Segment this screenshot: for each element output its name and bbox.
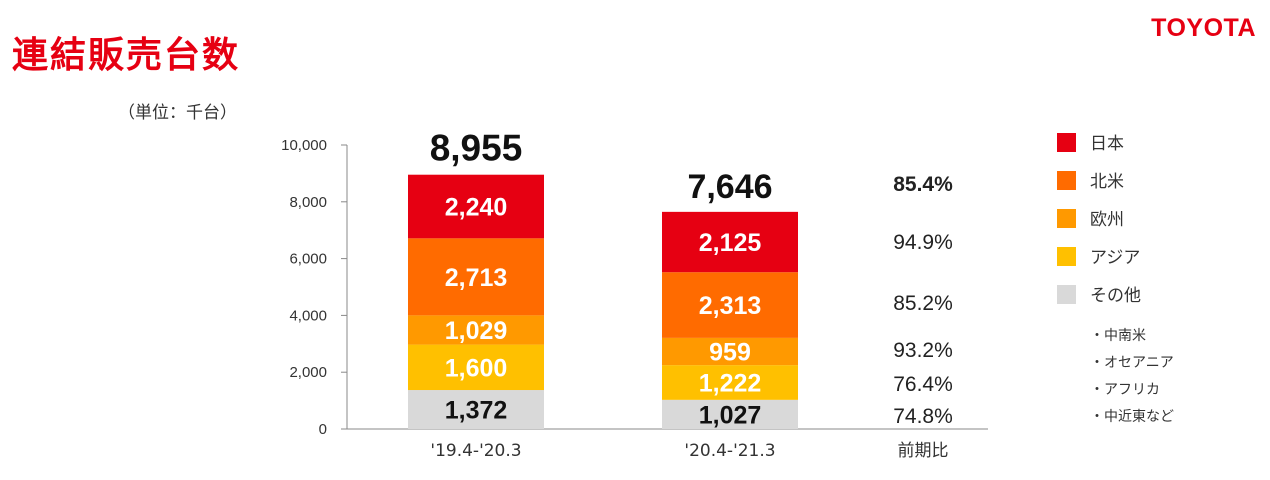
ratio-value: 94.9% — [893, 231, 953, 254]
bar-segment — [408, 174, 544, 239]
toyota-logo: TOYOTA — [1151, 14, 1256, 42]
ratio-value: 93.2% — [893, 339, 953, 362]
segment-value-label: 2,125 — [699, 229, 762, 257]
y-tick-label: 10,000 — [281, 137, 327, 154]
segment-value-label: 1,029 — [445, 317, 508, 345]
bar-segment — [662, 272, 798, 338]
legend-swatch — [1057, 171, 1076, 190]
ratio-value: 76.4% — [893, 373, 953, 396]
bar-segment — [662, 211, 798, 273]
legend-swatch — [1057, 133, 1076, 152]
segment-value-label: 1,372 — [445, 397, 508, 425]
bar-segment — [408, 390, 544, 429]
segment-value-label: 1,600 — [445, 354, 508, 382]
segment-value-label: 959 — [709, 339, 751, 367]
ratio-total: 85.4% — [893, 173, 953, 196]
total-value-label: 8,955 — [430, 128, 523, 169]
legend-label: 北米 — [1090, 172, 1124, 192]
y-tick-label: 8,000 — [289, 194, 327, 211]
ratio-header: 前期比 — [898, 441, 949, 461]
total-value-label: 7,646 — [687, 168, 772, 206]
legend-label: 日本 — [1090, 134, 1124, 154]
x-category-label: '19.4-'20.3 — [430, 441, 521, 461]
legend-swatch — [1057, 285, 1076, 304]
legend-label: 欧州 — [1090, 210, 1124, 230]
bar-segment — [408, 238, 544, 316]
legend-swatch — [1057, 209, 1076, 228]
ratio-value: 74.8% — [893, 405, 953, 428]
segment-value-label: 2,713 — [445, 264, 508, 292]
legend-note: ・アフリカ — [1090, 382, 1160, 398]
legend-label: その他 — [1090, 286, 1141, 306]
bar-segment — [662, 337, 798, 366]
y-tick-label: 6,000 — [289, 251, 327, 268]
bar-segment — [662, 399, 798, 429]
segment-value-label: 1,222 — [699, 369, 762, 397]
unit-label: （単位：千台） — [118, 103, 237, 123]
bar-segment — [408, 315, 544, 345]
legend-swatch — [1057, 247, 1076, 266]
bar-segment — [408, 344, 544, 391]
legend-note: ・オセアニア — [1090, 355, 1174, 371]
legend-note: ・中近東など — [1090, 409, 1174, 425]
ratio-value: 85.2% — [893, 292, 953, 315]
segment-value-label: 1,027 — [699, 401, 762, 429]
page-title: 連結販売台数 — [12, 35, 241, 76]
y-tick-label: 4,000 — [289, 307, 327, 324]
legend-note: ・中南米 — [1090, 328, 1146, 344]
legend-label: アジア — [1090, 248, 1140, 268]
x-category-label: '20.4-'21.3 — [684, 441, 775, 461]
segment-value-label: 2,313 — [699, 292, 762, 320]
segment-value-label: 2,240 — [445, 194, 508, 222]
bar-segment — [662, 365, 798, 400]
y-tick-label: 2,000 — [289, 364, 327, 381]
y-tick-label: 0 — [319, 421, 327, 438]
